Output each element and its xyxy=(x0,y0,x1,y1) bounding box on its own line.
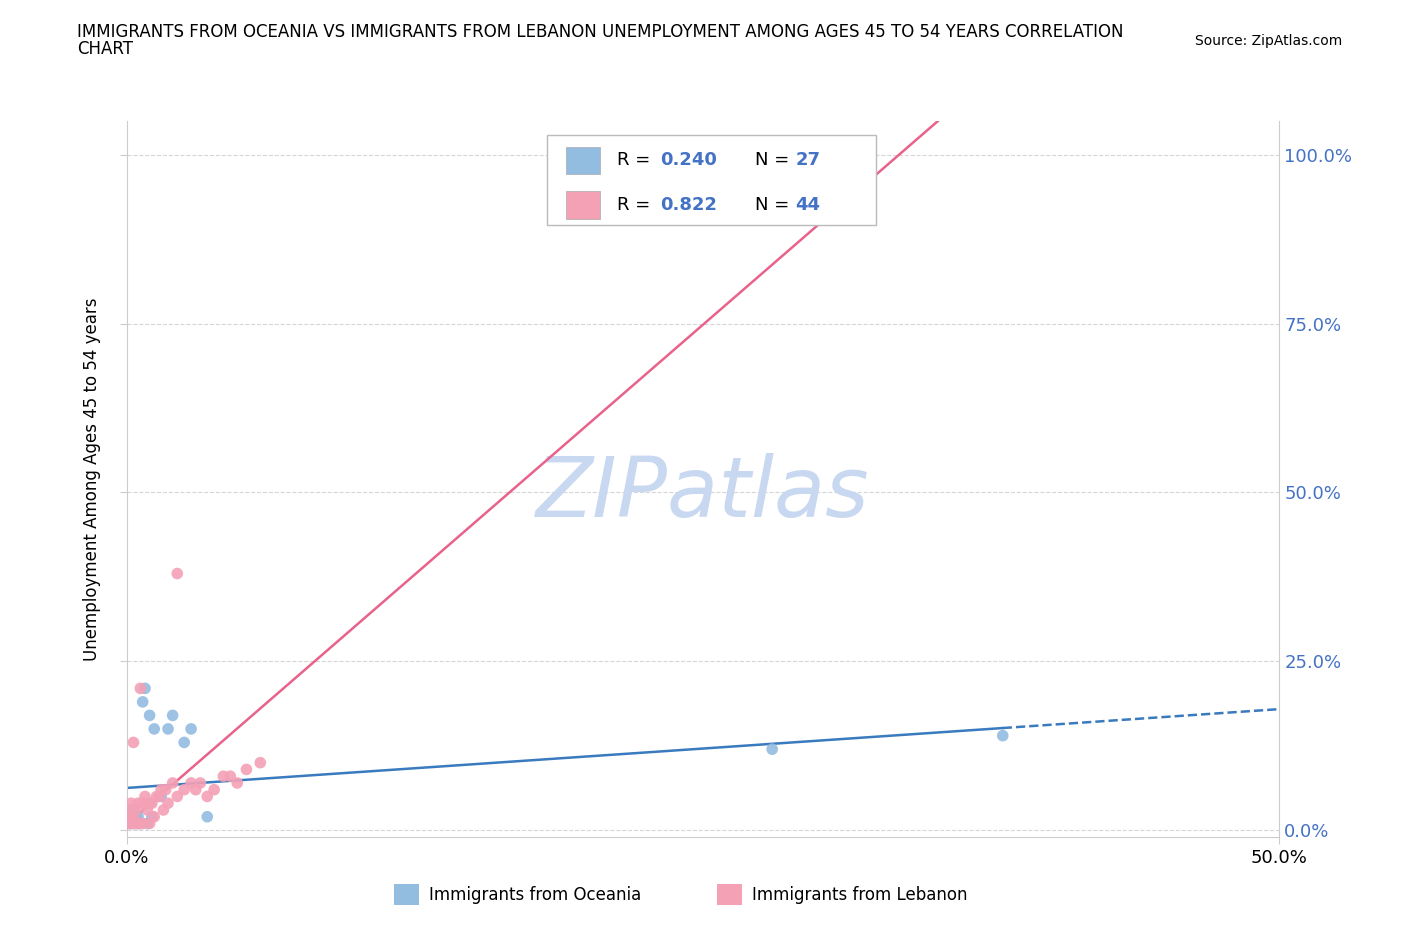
Point xyxy=(118,803,141,817)
Point xyxy=(127,816,149,830)
Text: CHART: CHART xyxy=(77,40,134,58)
Point xyxy=(249,755,271,770)
Point xyxy=(761,742,783,757)
Point xyxy=(122,809,145,824)
Point xyxy=(118,816,141,830)
Point xyxy=(166,566,188,581)
Point xyxy=(127,816,149,830)
Text: ZIPatlas: ZIPatlas xyxy=(536,453,870,534)
Point xyxy=(134,789,156,804)
Text: 0.822: 0.822 xyxy=(661,196,717,214)
Point xyxy=(129,681,152,696)
Point xyxy=(131,796,153,811)
Point xyxy=(212,769,235,784)
FancyBboxPatch shape xyxy=(547,135,876,225)
Point xyxy=(150,782,173,797)
Point xyxy=(143,722,166,737)
Point xyxy=(145,789,167,804)
Text: 44: 44 xyxy=(796,196,820,214)
Point xyxy=(118,816,141,830)
Text: IMMIGRANTS FROM OCEANIA VS IMMIGRANTS FROM LEBANON UNEMPLOYMENT AMONG AGES 45 TO: IMMIGRANTS FROM OCEANIA VS IMMIGRANTS FR… xyxy=(77,23,1123,41)
Point xyxy=(120,809,142,824)
Point xyxy=(157,796,180,811)
Point xyxy=(129,816,152,830)
Point xyxy=(141,796,163,811)
Point xyxy=(131,816,153,830)
Point xyxy=(141,809,163,824)
Point xyxy=(155,782,177,797)
Point xyxy=(118,809,141,824)
Point xyxy=(125,816,148,830)
Point xyxy=(991,728,1014,743)
Point xyxy=(195,809,218,824)
Point xyxy=(162,708,184,723)
Point xyxy=(152,803,174,817)
Point xyxy=(129,816,152,830)
Text: N =: N = xyxy=(755,152,794,169)
Point xyxy=(122,816,145,830)
Text: Immigrants from Lebanon: Immigrants from Lebanon xyxy=(752,885,967,904)
Point xyxy=(173,782,195,797)
Point xyxy=(125,803,148,817)
Point xyxy=(138,816,160,830)
Point xyxy=(180,722,202,737)
Text: 27: 27 xyxy=(796,152,820,169)
Point xyxy=(127,796,149,811)
Point xyxy=(235,762,257,777)
Point xyxy=(127,809,149,824)
Text: R =: R = xyxy=(617,152,655,169)
Point xyxy=(195,789,218,804)
Y-axis label: Unemployment Among Ages 45 to 54 years: Unemployment Among Ages 45 to 54 years xyxy=(83,298,101,660)
Point xyxy=(188,776,211,790)
Point xyxy=(162,776,184,790)
Point xyxy=(125,816,148,830)
FancyBboxPatch shape xyxy=(565,147,600,174)
Point xyxy=(150,789,173,804)
Text: R =: R = xyxy=(617,196,655,214)
Point xyxy=(122,735,145,750)
Point xyxy=(134,681,156,696)
Text: Immigrants from Oceania: Immigrants from Oceania xyxy=(429,885,641,904)
Point xyxy=(125,809,148,824)
Point xyxy=(122,809,145,824)
Point xyxy=(122,816,145,830)
Point xyxy=(219,769,242,784)
Point xyxy=(138,796,160,811)
Text: 0.240: 0.240 xyxy=(661,152,717,169)
Point xyxy=(118,809,141,824)
Point xyxy=(120,796,142,811)
Point xyxy=(120,816,142,830)
Point xyxy=(166,789,188,804)
Point xyxy=(202,782,225,797)
Point xyxy=(122,803,145,817)
Point xyxy=(131,695,153,710)
Point xyxy=(143,809,166,824)
Point xyxy=(138,708,160,723)
Point xyxy=(184,782,207,797)
Point xyxy=(120,816,142,830)
Point xyxy=(226,776,249,790)
Text: Source: ZipAtlas.com: Source: ZipAtlas.com xyxy=(1195,34,1343,48)
Point xyxy=(136,803,159,817)
Point xyxy=(173,735,195,750)
Point xyxy=(148,789,170,804)
Point xyxy=(180,776,202,790)
FancyBboxPatch shape xyxy=(565,192,600,219)
Point xyxy=(120,809,142,824)
Point xyxy=(842,147,865,162)
Point xyxy=(157,722,180,737)
Point xyxy=(120,803,142,817)
Point xyxy=(136,816,159,830)
Text: N =: N = xyxy=(755,196,794,214)
